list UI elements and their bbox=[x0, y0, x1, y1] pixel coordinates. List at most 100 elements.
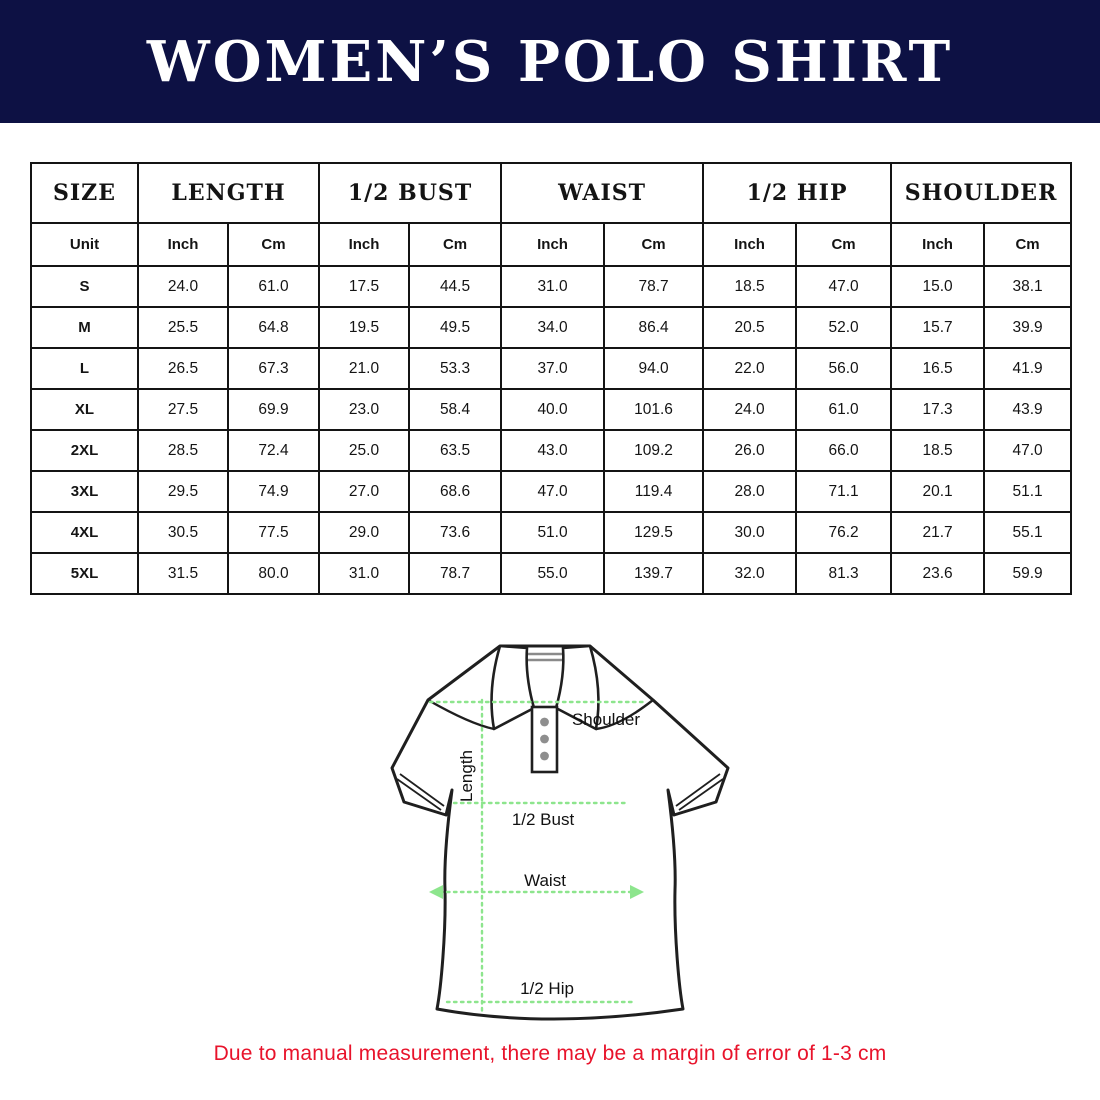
table-row-2xl: 2XL 28.5 72.4 25.0 63.5 43.0 109.2 26.0 … bbox=[30, 429, 1073, 472]
collar-right-flap bbox=[554, 644, 600, 731]
value-cell: 47.0 bbox=[795, 265, 893, 308]
value-cell: 67.3 bbox=[226, 347, 321, 390]
value-cell: 31.0 bbox=[500, 265, 606, 308]
unit-inch-cell: Inch bbox=[137, 222, 229, 267]
value-cell: 52.0 bbox=[795, 306, 893, 349]
value-cell: 26.0 bbox=[702, 429, 798, 472]
value-cell: 21.0 bbox=[318, 347, 411, 390]
value-cell: 49.5 bbox=[408, 306, 503, 349]
value-cell: 139.7 bbox=[603, 552, 705, 595]
size-cell: 3XL bbox=[30, 470, 139, 513]
value-cell: 51.1 bbox=[983, 470, 1073, 513]
waist-label: Waist bbox=[524, 871, 566, 890]
value-cell: 63.5 bbox=[408, 429, 503, 472]
col-header-length: LENGTH bbox=[136, 162, 321, 224]
value-cell: 81.3 bbox=[795, 552, 893, 595]
size-cell: S bbox=[30, 265, 139, 308]
unit-inch-cell: Inch bbox=[500, 222, 606, 267]
col-header-hip: 1/2 HIP bbox=[702, 162, 893, 224]
value-cell: 44.5 bbox=[408, 265, 503, 308]
table-row-4xl: 4XL 30.5 77.5 29.0 73.6 51.0 129.5 30.0 … bbox=[30, 511, 1073, 554]
size-cell: XL bbox=[30, 388, 139, 431]
value-cell: 86.4 bbox=[603, 306, 705, 349]
right-cuff-lines bbox=[675, 773, 724, 811]
table-row-5xl: 5XL 31.5 80.0 31.0 78.7 55.0 139.7 32.0 … bbox=[30, 552, 1073, 595]
value-cell: 41.9 bbox=[983, 347, 1073, 390]
table-row-3xl: 3XL 29.5 74.9 27.0 68.6 47.0 119.4 28.0 … bbox=[30, 470, 1073, 513]
value-cell: 53.3 bbox=[408, 347, 503, 390]
value-cell: 37.0 bbox=[500, 347, 606, 390]
value-cell: 109.2 bbox=[603, 429, 705, 472]
size-chart-table: SIZE LENGTH 1/2 BUST WAIST 1/2 HIP SHOUL… bbox=[30, 162, 1073, 595]
value-cell: 72.4 bbox=[226, 429, 321, 472]
value-cell: 47.0 bbox=[500, 470, 606, 513]
value-cell: 71.1 bbox=[795, 470, 893, 513]
table-header-row: SIZE LENGTH 1/2 BUST WAIST 1/2 HIP SHOUL… bbox=[30, 162, 1073, 224]
value-cell: 17.5 bbox=[318, 265, 411, 308]
size-cell: M bbox=[30, 306, 139, 349]
unit-cm-cell: Cm bbox=[226, 222, 321, 267]
left-cuff-lines bbox=[396, 773, 445, 811]
col-header-bust: 1/2 BUST bbox=[318, 162, 503, 224]
unit-cm-cell: Cm bbox=[795, 222, 893, 267]
value-cell: 77.5 bbox=[226, 511, 321, 554]
neck-seam-left bbox=[427, 698, 495, 731]
value-cell: 22.0 bbox=[702, 347, 798, 390]
value-cell: 27.5 bbox=[137, 388, 229, 431]
value-cell: 17.3 bbox=[890, 388, 986, 431]
value-cell: 30.0 bbox=[702, 511, 798, 554]
value-cell: 20.5 bbox=[702, 306, 798, 349]
value-cell: 27.0 bbox=[318, 470, 411, 513]
value-cell: 28.0 bbox=[702, 470, 798, 513]
value-cell: 16.5 bbox=[890, 347, 986, 390]
col-header-waist: WAIST bbox=[500, 162, 705, 224]
button-icon bbox=[540, 717, 549, 727]
size-cell: 5XL bbox=[30, 552, 139, 595]
value-cell: 15.7 bbox=[890, 306, 986, 349]
value-cell: 47.0 bbox=[983, 429, 1073, 472]
value-cell: 19.5 bbox=[318, 306, 411, 349]
value-cell: 76.2 bbox=[795, 511, 893, 554]
measurement-disclaimer: Due to manual measurement, there may be … bbox=[213, 1042, 887, 1065]
value-cell: 73.6 bbox=[408, 511, 503, 554]
value-cell: 64.8 bbox=[226, 306, 321, 349]
value-cell: 43.0 bbox=[500, 429, 606, 472]
value-cell: 101.6 bbox=[603, 388, 705, 431]
value-cell: 94.0 bbox=[603, 347, 705, 390]
col-header-size: SIZE bbox=[30, 162, 139, 224]
value-cell: 25.5 bbox=[137, 306, 229, 349]
value-cell: 31.0 bbox=[318, 552, 411, 595]
value-cell: 69.9 bbox=[226, 388, 321, 431]
unit-inch-cell: Inch bbox=[702, 222, 798, 267]
value-cell: 25.0 bbox=[318, 429, 411, 472]
unit-header-row: Unit Inch Cm Inch Cm Inch Cm Inch Cm Inc… bbox=[30, 222, 1073, 267]
title-banner: WOMEN’S POLO SHIRT bbox=[0, 0, 1100, 123]
value-cell: 68.6 bbox=[408, 470, 503, 513]
shoulder-label: Shoulder bbox=[572, 710, 640, 729]
value-cell: 55.0 bbox=[500, 552, 606, 595]
value-cell: 56.0 bbox=[795, 347, 893, 390]
col-header-shoulder: SHOULDER bbox=[890, 162, 1073, 224]
value-cell: 24.0 bbox=[702, 388, 798, 431]
table-row-m: M 25.5 64.8 19.5 49.5 34.0 86.4 20.5 52.… bbox=[30, 306, 1073, 349]
value-cell: 78.7 bbox=[408, 552, 503, 595]
value-cell: 58.4 bbox=[408, 388, 503, 431]
unit-inch-cell: Inch bbox=[318, 222, 411, 267]
value-cell: 24.0 bbox=[137, 265, 229, 308]
value-cell: 39.9 bbox=[983, 306, 1073, 349]
size-cell: L bbox=[30, 347, 139, 390]
value-cell: 51.0 bbox=[500, 511, 606, 554]
value-cell: 23.6 bbox=[890, 552, 986, 595]
hip-label: 1/2 Hip bbox=[520, 979, 574, 998]
button-icon bbox=[540, 734, 549, 744]
neck-seam-right bbox=[595, 699, 654, 731]
value-cell: 61.0 bbox=[226, 265, 321, 308]
value-cell: 119.4 bbox=[603, 470, 705, 513]
value-cell: 15.0 bbox=[890, 265, 986, 308]
value-cell: 34.0 bbox=[500, 306, 606, 349]
value-cell: 23.0 bbox=[318, 388, 411, 431]
value-cell: 80.0 bbox=[226, 552, 321, 595]
value-cell: 61.0 bbox=[795, 388, 893, 431]
value-cell: 30.5 bbox=[137, 511, 229, 554]
